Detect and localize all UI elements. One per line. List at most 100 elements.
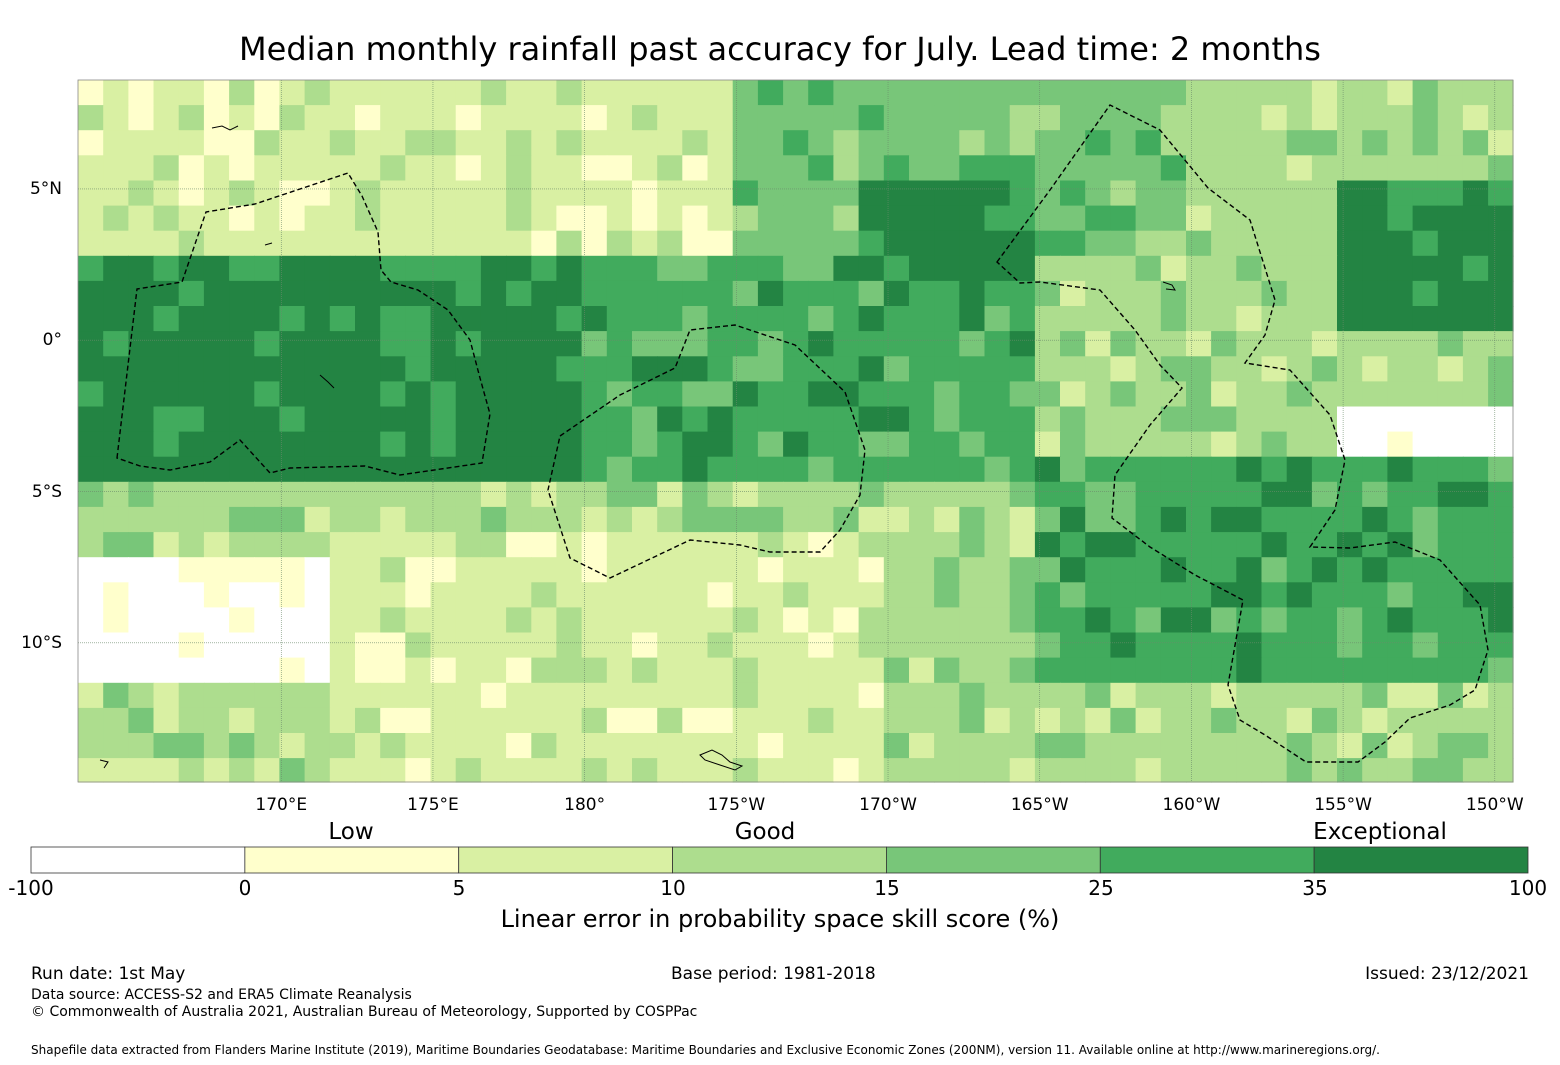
heatmap-cell (682, 481, 709, 508)
heatmap-cell (405, 381, 432, 408)
heatmap-cell (1034, 105, 1061, 131)
heatmap-cell (581, 356, 608, 382)
heatmap-cell (1437, 532, 1464, 558)
heatmap-cell (455, 682, 482, 709)
heatmap-cell (178, 557, 205, 583)
heatmap-cell (707, 406, 734, 433)
heatmap-cell (934, 607, 960, 634)
heatmap-cell (1085, 607, 1111, 634)
heatmap-cell (203, 506, 230, 533)
heatmap-cell (279, 331, 306, 357)
heatmap-cell (405, 406, 432, 433)
heatmap-cell (1437, 105, 1464, 131)
heatmap-cell (833, 105, 860, 131)
heatmap-cell (581, 607, 608, 634)
heatmap-cell (1286, 130, 1313, 156)
heatmap-cell (455, 80, 482, 106)
heatmap-cell (1160, 456, 1187, 483)
heatmap-cell (682, 758, 709, 783)
heatmap-cell (1186, 682, 1212, 709)
heatmap-cell (858, 431, 885, 458)
heatmap-cell (1337, 331, 1363, 357)
heatmap-cell (1311, 582, 1338, 608)
heatmap-cell (1362, 205, 1388, 232)
heatmap-cell (1362, 657, 1388, 684)
category-label-low: Low (328, 819, 374, 845)
heatmap-cell (128, 381, 155, 408)
heatmap-cell (1009, 331, 1036, 357)
heatmap-cell (1060, 356, 1086, 382)
heatmap-cell (1286, 331, 1313, 357)
heatmap-cell (1412, 255, 1439, 282)
heatmap-cell (1387, 607, 1414, 634)
heatmap-cell (1437, 582, 1464, 608)
heatmap-cell (1160, 758, 1187, 783)
heatmap-cell (1337, 481, 1363, 508)
heatmap-cell (1362, 733, 1388, 759)
heatmap-cell (808, 481, 834, 508)
heatmap-cell (682, 657, 709, 684)
heatmap-cell (506, 406, 532, 433)
heatmap-cell (153, 682, 180, 709)
heatmap-cell (1286, 306, 1313, 332)
heatmap-cell (153, 130, 180, 156)
heatmap-cell (1362, 255, 1388, 282)
heatmap-cell (279, 707, 306, 734)
heatmap-cell (1311, 255, 1338, 282)
heatmap-cell (455, 456, 482, 483)
heatmap-cell (984, 306, 1011, 332)
heatmap-cell (1034, 381, 1061, 408)
heatmap-cell (757, 105, 784, 131)
heatmap-cell (783, 607, 809, 634)
heatmap-cell (1387, 582, 1414, 608)
heatmap-cell (657, 707, 683, 734)
heatmap-cell (1488, 632, 1514, 659)
heatmap-cell (757, 306, 784, 332)
heatmap-cell (1060, 557, 1086, 583)
heatmap-cell (178, 707, 205, 734)
heatmap-cell (506, 733, 532, 759)
heatmap-cell (707, 80, 734, 106)
heatmap-cell (380, 532, 406, 558)
heatmap-cell (531, 506, 558, 533)
heatmap-cell (909, 557, 935, 583)
heatmap-cell (959, 506, 986, 533)
heatmap-cell (581, 707, 608, 734)
heatmap-cell (531, 255, 558, 282)
heatmap-cell (480, 707, 507, 734)
heatmap-cell (229, 230, 255, 257)
heatmap-cell (883, 682, 910, 709)
heatmap-cell (1362, 280, 1388, 307)
heatmap-cell (909, 205, 935, 232)
heatmap-cell (1060, 632, 1086, 659)
heatmap-cell (757, 607, 784, 634)
heatmap-cell (1009, 682, 1036, 709)
heatmap-cell (128, 406, 155, 433)
heatmap-cell (556, 481, 583, 508)
heatmap-cell (1261, 406, 1288, 433)
heatmap-cell (1009, 105, 1036, 131)
heatmap-cell (1261, 657, 1288, 684)
heatmap-cell (909, 180, 935, 207)
heatmap-cell (1488, 80, 1514, 106)
heatmap-cell (1211, 657, 1237, 684)
heatmap-cell (1135, 456, 1162, 483)
heatmap-cell (808, 682, 834, 709)
heatmap-cell (254, 230, 281, 257)
heatmap-cell (1412, 733, 1439, 759)
heatmap-cell (229, 80, 255, 106)
heatmap-cell (1261, 758, 1288, 783)
heatmap-cell (531, 80, 558, 106)
heatmap-cell (380, 707, 406, 734)
heatmap-cell (531, 331, 558, 357)
heatmap-cell (103, 481, 129, 508)
heatmap-cell (556, 657, 583, 684)
heatmap-cell (1135, 733, 1162, 759)
heatmap-cell (254, 80, 281, 106)
heatmap-cell (707, 431, 734, 458)
heatmap-cell (934, 582, 960, 608)
heatmap-cell (455, 130, 482, 156)
heatmap-cell (1286, 481, 1313, 508)
heatmap-cell (1311, 155, 1338, 181)
heatmap-cell (178, 255, 205, 282)
